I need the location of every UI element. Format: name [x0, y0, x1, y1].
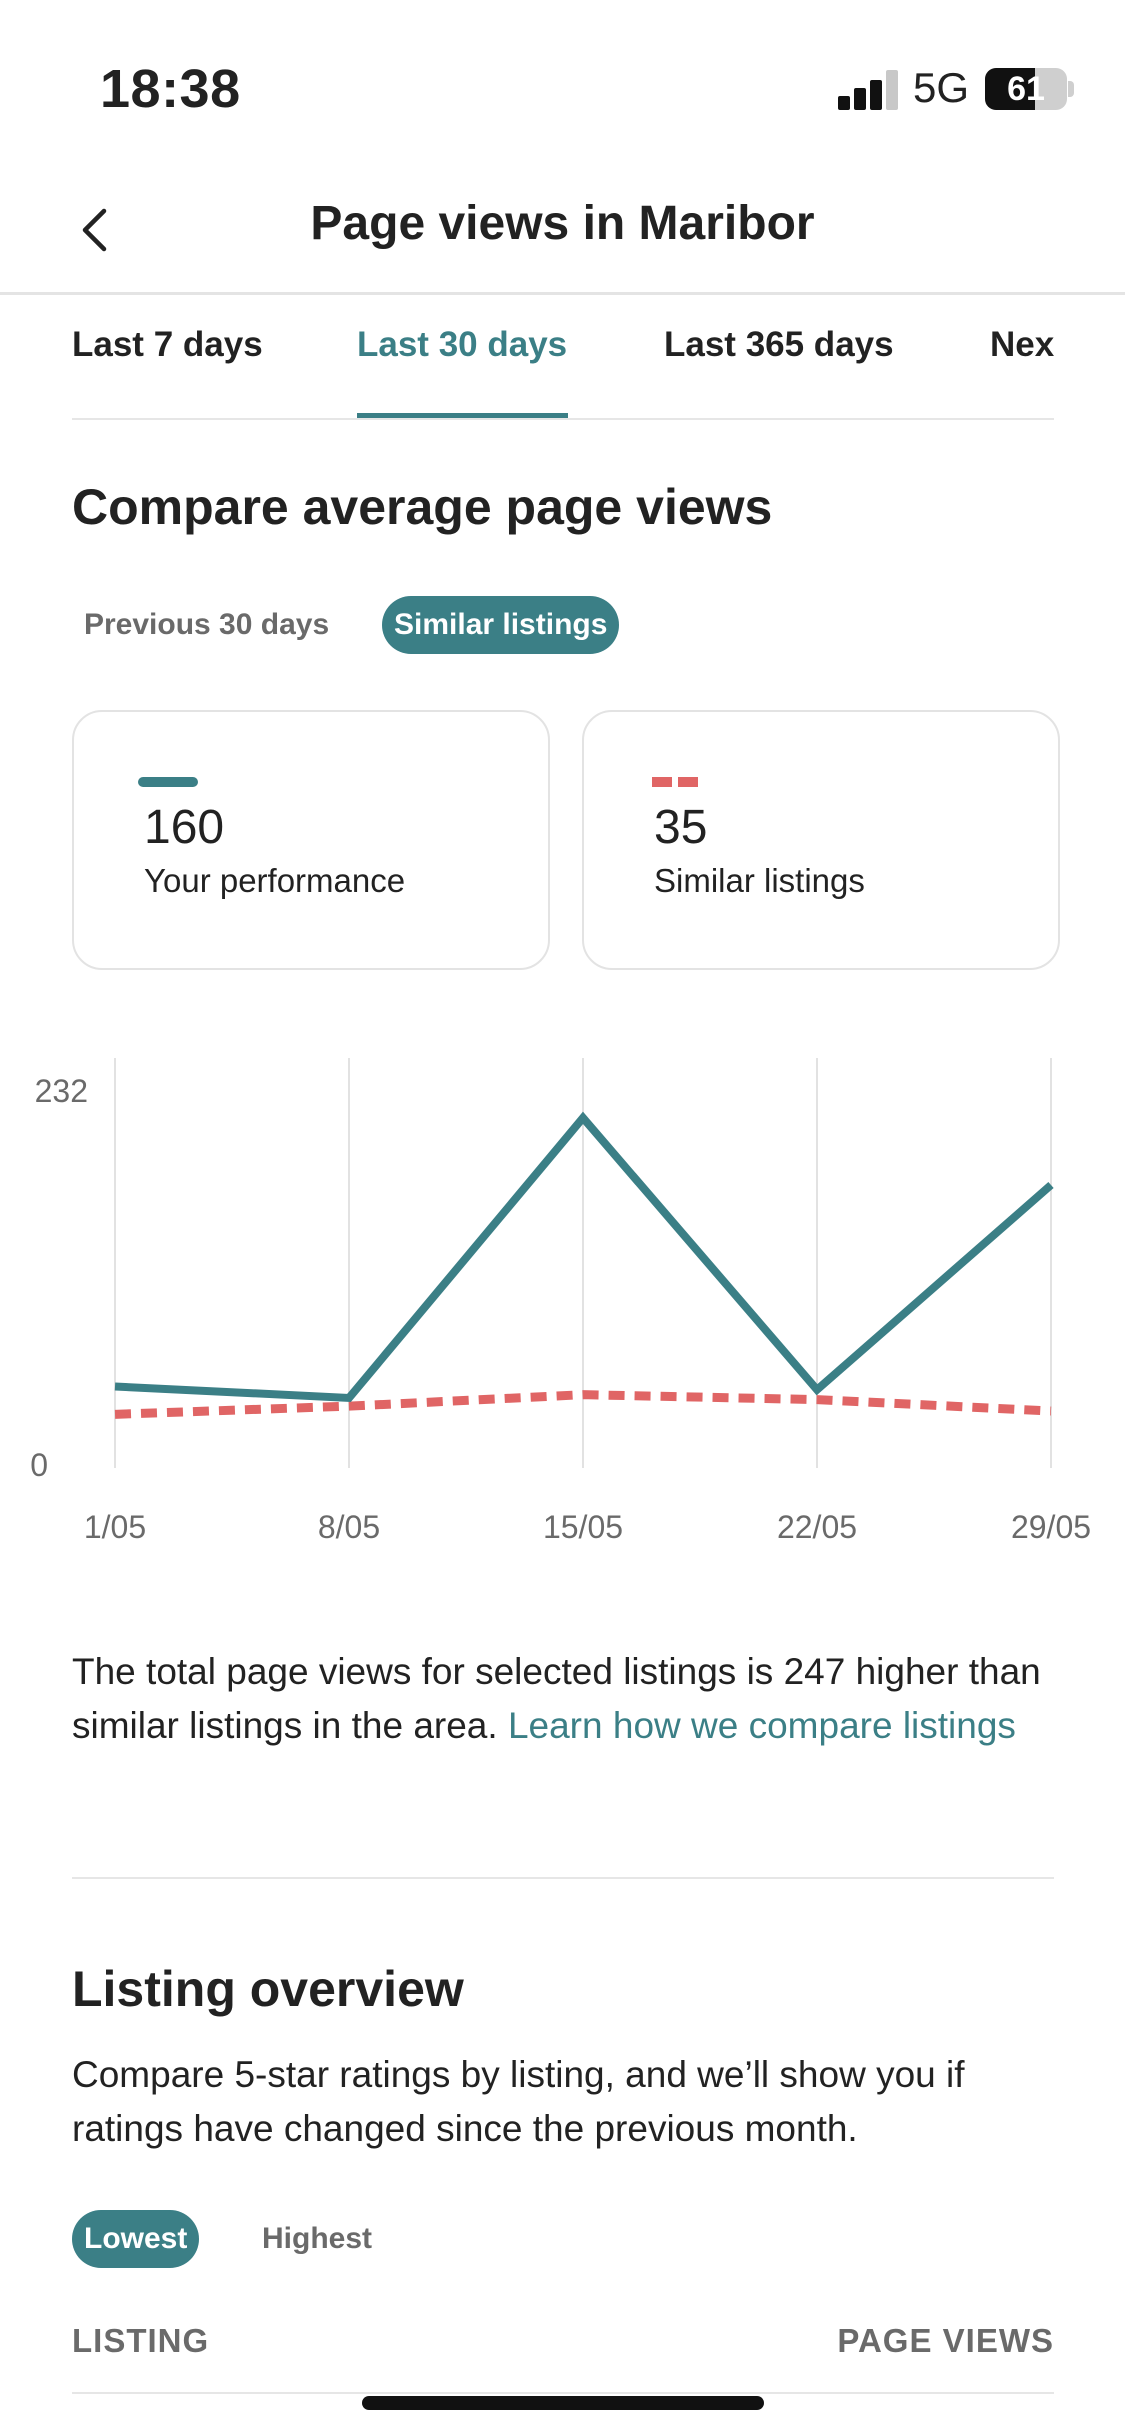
home-indicator [362, 2396, 764, 2410]
section-divider [72, 1877, 1054, 1879]
dashed-legend-swatch [652, 777, 698, 787]
back-button[interactable] [62, 190, 126, 270]
similar-listings-value: 35 [654, 801, 708, 854]
chip-lowest[interactable]: Lowest [72, 2210, 200, 2268]
listing-overview-title: Listing overview [72, 1961, 464, 2017]
solid-legend-swatch [138, 777, 198, 787]
battery-level: 61 [1007, 70, 1045, 108]
tab-next[interactable]: Nex [990, 325, 1054, 364]
your-performance-label: Your performance [144, 862, 406, 899]
chip-similar-listings[interactable]: Similar listings [382, 596, 620, 654]
battery-icon: 61 [985, 68, 1067, 110]
status-bar: 18:38 5G 61 [0, 0, 1125, 170]
your-performance-card: 160 Your performance [72, 710, 550, 970]
column-header-page-views: PAGE VIEWS [837, 2322, 1054, 2359]
your-performance-value: 160 [144, 801, 225, 854]
series-line-your-performance [114, 1111, 1054, 1403]
y-tick-label-max: 232 [35, 1073, 88, 1109]
table-header-rule [72, 2392, 1054, 2394]
x-tick-label: 8/05 [318, 1509, 380, 1545]
chevron-left-icon [82, 208, 107, 252]
tab-last-30-days[interactable]: Last 30 days [357, 325, 568, 364]
header: Page views in Maribor [0, 170, 1125, 295]
tab-last-365-days[interactable]: Last 365 days [664, 325, 894, 364]
battery-cap [1068, 81, 1074, 97]
x-tick-label: 22/05 [777, 1509, 857, 1545]
similar-listings-card: 35 Similar listings [582, 710, 1060, 970]
x-tick-label: 15/05 [543, 1509, 623, 1545]
battery-fill [985, 68, 1036, 110]
summary-text: The total page views for selected listin… [72, 1651, 1041, 1746]
y-tick-label-min: 0 [30, 1447, 48, 1483]
x-tick-label: 1/05 [84, 1509, 146, 1545]
network-type: 5G [913, 64, 970, 111]
x-tick-label: 29/05 [1011, 1509, 1091, 1545]
learn-how-link[interactable]: Learn how we compare listings [507, 1705, 1016, 1746]
listing-overview-description: Compare 5-star ratings by listing, and w… [72, 2054, 965, 2149]
column-header-listing: LISTING [72, 2322, 210, 2359]
similar-listings-label: Similar listings [654, 862, 865, 899]
date-range-tabs: Last 7 days Last 30 days Last 365 days N… [72, 295, 1054, 420]
chip-highest[interactable]: Highest [262, 2222, 373, 2255]
signal-icon [838, 70, 900, 110]
page-title: Page views in Maribor [310, 197, 815, 250]
page-views-chart: 1/05 8/05 15/05 22/05 29/05 232 0 [30, 1058, 1091, 1545]
active-tab-indicator [357, 413, 568, 418]
tab-last-7-days[interactable]: Last 7 days [72, 325, 263, 364]
comparison-summary: The total page views for selected listin… [72, 1645, 1062, 1753]
series-line-similar-listings [114, 1390, 1052, 1419]
compare-section-title: Compare average page views [72, 479, 773, 535]
chip-previous-30-days[interactable]: Previous 30 days [84, 608, 330, 641]
status-time: 18:38 [100, 59, 241, 119]
